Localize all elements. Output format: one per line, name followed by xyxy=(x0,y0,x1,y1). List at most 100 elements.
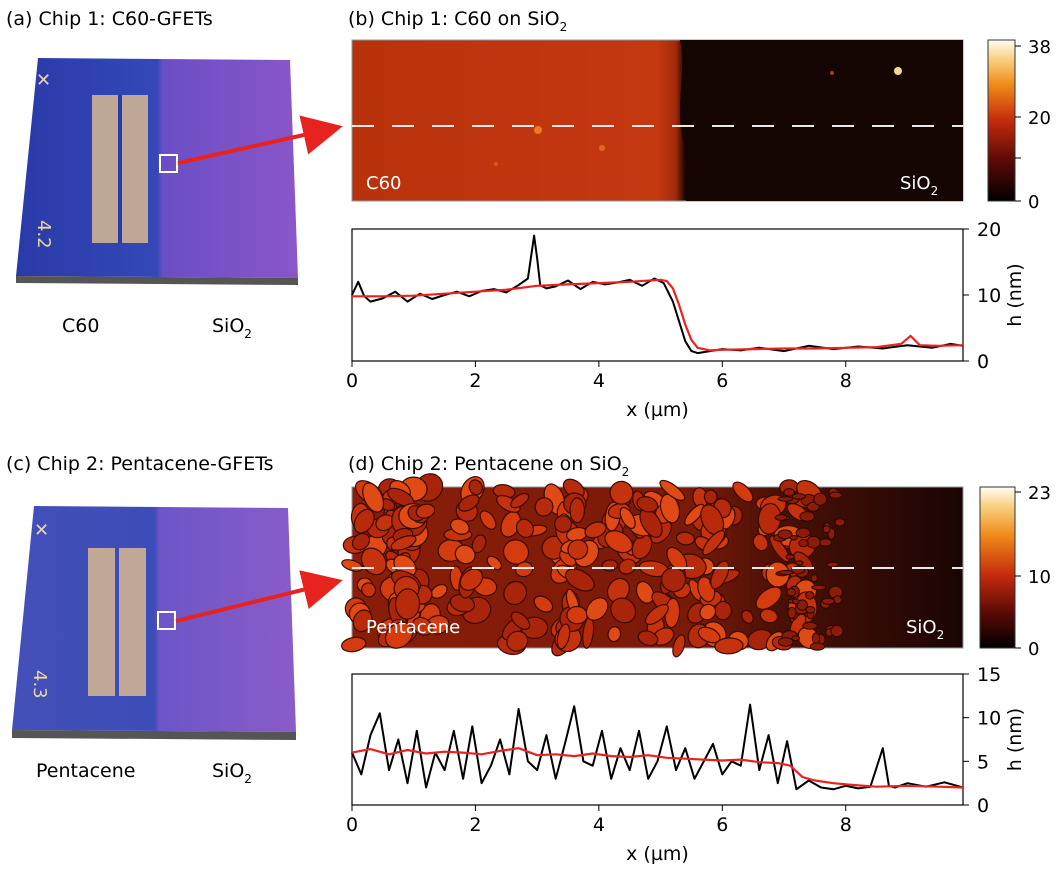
chip-2-id: 4.3 xyxy=(29,670,50,699)
plot-b-series-smoothed xyxy=(352,278,964,352)
afm-d-grain xyxy=(637,630,659,647)
plot-d-frame xyxy=(351,673,964,806)
afm-d-grain xyxy=(714,600,733,621)
afm-d-grain xyxy=(806,535,821,549)
plot-b-ytick-label-20: 20 xyxy=(977,219,1001,241)
afm-d-grain xyxy=(799,511,816,522)
chip-1-scan-area xyxy=(159,154,178,173)
afm-d-grain xyxy=(789,535,799,541)
afm-d-grain xyxy=(458,494,480,512)
plot-d-xtick-label-4: 4 xyxy=(593,814,605,836)
afm-d-grain xyxy=(775,514,788,521)
afm-d-grain xyxy=(787,606,797,620)
afm-d-grain xyxy=(699,603,717,621)
colorbar-d-label-0: 0 xyxy=(1028,639,1039,660)
afm-d-label-pentacene: Pentacene xyxy=(366,617,460,638)
afm-d-grain xyxy=(454,544,476,565)
colorbar-b-label-38: 38 xyxy=(1028,37,1051,58)
afm-d-grain xyxy=(813,492,828,506)
colorbar-d: 23 10 0 xyxy=(979,483,1051,660)
afm-d-grain xyxy=(660,566,687,593)
afm-d-grain xyxy=(459,568,484,591)
chip-1-label-right: SiO2 xyxy=(212,315,252,341)
afm-d-grain xyxy=(606,577,630,603)
afm-d-grain xyxy=(805,606,816,614)
afm-d-grain xyxy=(795,527,811,539)
afm-d-grain xyxy=(759,608,779,624)
afm-d-grain xyxy=(791,493,806,500)
panel-d-title: (d) Chip 2: Pentacene on SiO2 xyxy=(348,453,629,479)
plot-b-series-measured xyxy=(351,234,964,355)
profile-plot-d: 0 2 4 6 8 0 5 10 15 x (µm) h (nm) xyxy=(346,664,1026,865)
afm-d-grain xyxy=(567,539,589,560)
colorbar-b-label-0: 0 xyxy=(1028,192,1039,213)
afm-d-grain xyxy=(703,489,718,505)
chip-2-photo: ✕ 4.3 xyxy=(12,506,296,740)
afm-d-grain xyxy=(672,634,686,658)
afm-d-label-sio2-main: SiO xyxy=(906,617,937,638)
afm-image-b: C60 SiO2 xyxy=(351,39,964,202)
colorbar-b: 38 20 0 xyxy=(987,37,1051,213)
chip-2-label-right-main: SiO xyxy=(212,760,244,782)
afm-d-grain xyxy=(798,538,809,548)
chip-1-x-mark: ✕ xyxy=(36,70,51,91)
chip-2-scan-area xyxy=(157,611,176,630)
afm-d-grain xyxy=(777,529,793,540)
afm-b-label-sio2-main: SiO xyxy=(900,173,931,194)
afm-d-grain xyxy=(569,497,586,524)
colorbar-b-label-20: 20 xyxy=(1028,108,1051,129)
colorbar-d-label-23: 23 xyxy=(1028,483,1051,504)
profile-plot-b: 0 2 4 6 8 0 10 20 x (µm) h (nm) xyxy=(346,219,1026,421)
afm-d-grain xyxy=(793,551,814,572)
afm-d-grain xyxy=(829,491,843,499)
afm-d-grain xyxy=(556,623,571,650)
arrow-chip-1-to-afm xyxy=(177,115,343,165)
panel-b-title-main: (b) Chip 1: C60 on SiO xyxy=(348,8,560,30)
plot-d-ytick-label-10: 10 xyxy=(977,708,1001,730)
afm-d-grain xyxy=(822,525,831,534)
afm-d-grain xyxy=(777,637,794,647)
afm-d-grain xyxy=(755,586,782,610)
plot-b-ytick-label-10: 10 xyxy=(977,285,1001,307)
afm-d-grain xyxy=(351,532,371,551)
chip-1-label-right-sub: 2 xyxy=(244,327,252,341)
plot-b-xtick-label-8: 8 xyxy=(840,370,852,392)
panel-b-title: (b) Chip 1: C60 on SiO2 xyxy=(348,8,567,34)
afm-d-grain xyxy=(584,521,607,539)
afm-d-grain xyxy=(636,496,659,513)
afm-d-grain xyxy=(341,636,367,653)
afm-d-grain xyxy=(684,503,705,526)
plot-d-series-measured xyxy=(351,703,964,791)
afm-d-grains xyxy=(341,473,846,658)
plot-d-ytick-label-0: 0 xyxy=(977,795,989,817)
afm-d-grain xyxy=(785,554,795,560)
afm-d-label-sio2: SiO2 xyxy=(906,617,944,642)
chip-2-label-right: SiO2 xyxy=(212,760,252,786)
panel-a-title: (a) Chip 1: C60-GFETs xyxy=(6,8,213,30)
afm-d-grain xyxy=(510,492,530,509)
afm-d-grain xyxy=(390,535,417,551)
plot-d-xtick-label-0: 0 xyxy=(346,814,358,836)
afm-d-grain xyxy=(515,518,535,538)
afm-d-grain xyxy=(415,503,436,519)
afm-d-grain xyxy=(486,555,503,571)
afm-d-grain xyxy=(566,605,588,625)
plot-b-ylabel: h (nm) xyxy=(1004,263,1026,326)
afm-d-grain xyxy=(468,479,483,496)
chip-2-x-mark: ✕ xyxy=(34,520,49,541)
plot-d-series-smoothed xyxy=(351,747,964,789)
afm-d-grain xyxy=(502,539,530,565)
afm-d-grain xyxy=(796,599,808,611)
afm-d-label-sio2-sub: 2 xyxy=(937,628,945,642)
afm-d-grain xyxy=(777,496,794,502)
afm-d-grain xyxy=(666,546,688,572)
afm-d-grain xyxy=(384,621,414,649)
afm-d-grain xyxy=(471,534,487,554)
plot-b-xtick-label-0: 0 xyxy=(346,370,358,392)
plot-b-xtick-label-4: 4 xyxy=(593,370,605,392)
afm-d-grain xyxy=(811,584,827,591)
afm-d-grain xyxy=(792,598,800,605)
afm-d-grain xyxy=(394,588,421,620)
plot-d-xtick-label-8: 8 xyxy=(840,814,852,836)
